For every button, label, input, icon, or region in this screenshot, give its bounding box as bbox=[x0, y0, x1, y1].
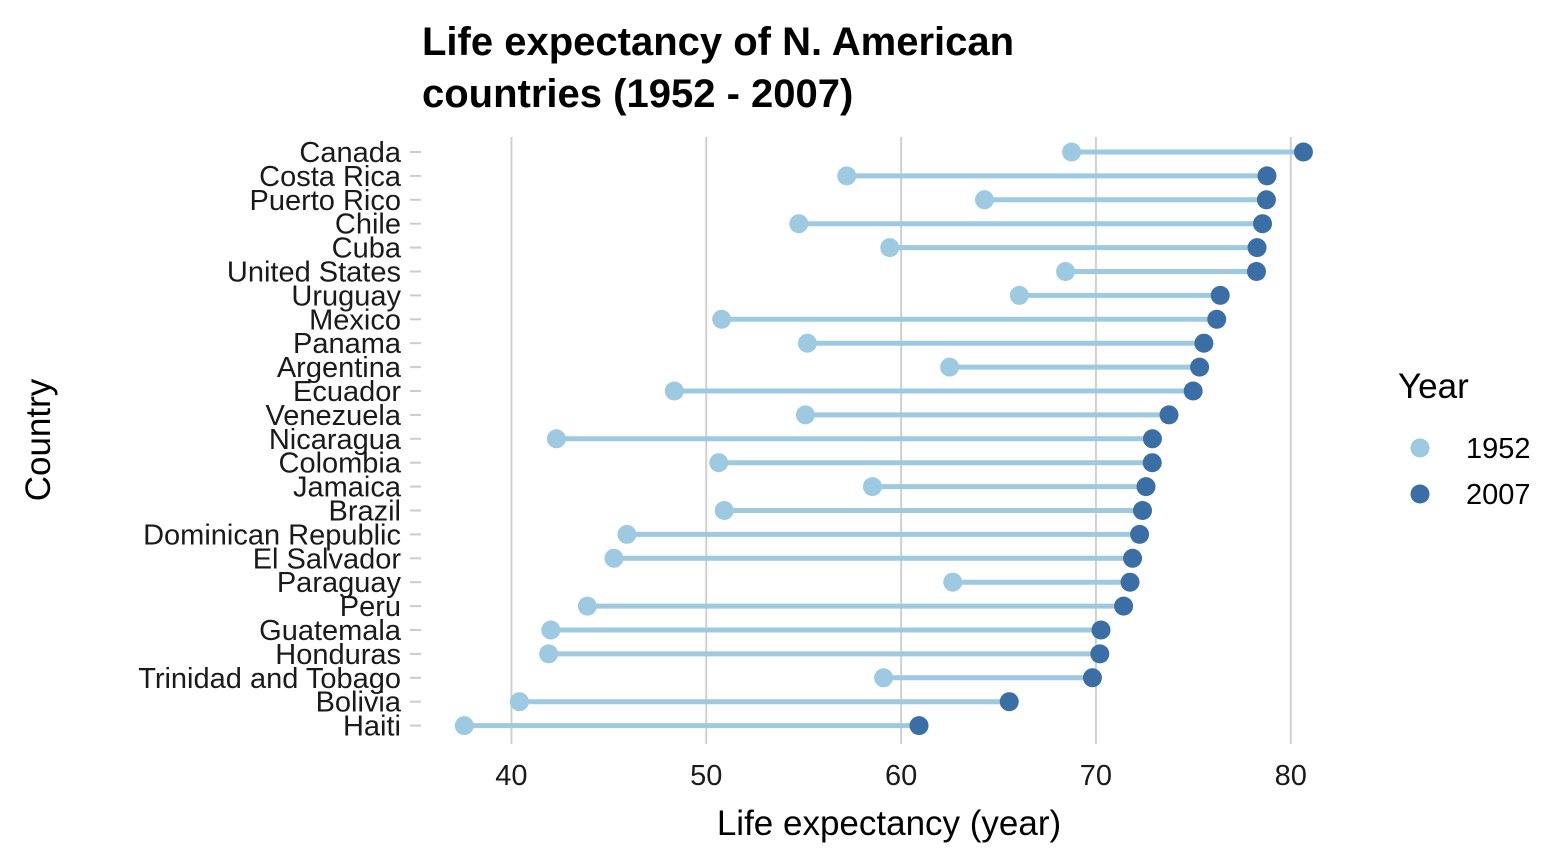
x-tick-label: 40 bbox=[495, 760, 527, 792]
y-tick-label: Mexico bbox=[309, 304, 401, 336]
y-tick-label: Bolivia bbox=[316, 687, 402, 719]
y-tick-label: United States bbox=[227, 257, 401, 289]
y-tick-label: Colombia bbox=[279, 448, 402, 480]
point-1952 bbox=[454, 716, 474, 736]
point-1952 bbox=[539, 644, 559, 664]
point-1952 bbox=[604, 548, 624, 568]
y-tick-label: Costa Rica bbox=[259, 161, 402, 193]
point-2007 bbox=[1210, 285, 1230, 305]
y-tick-label: Nicaragua bbox=[269, 424, 402, 456]
point-1952 bbox=[880, 238, 900, 258]
point-1952 bbox=[509, 692, 529, 712]
point-2007 bbox=[1183, 381, 1203, 401]
point-2007 bbox=[1120, 572, 1140, 592]
point-1952 bbox=[862, 477, 882, 497]
point-1952 bbox=[709, 453, 729, 473]
point-1952 bbox=[797, 333, 817, 353]
y-tick-label: Honduras bbox=[275, 639, 401, 671]
point-1952 bbox=[789, 214, 809, 234]
point-2007 bbox=[1247, 238, 1267, 258]
point-2007 bbox=[1130, 524, 1150, 544]
segments bbox=[464, 149, 1304, 729]
x-tick-label: 80 bbox=[1275, 760, 1307, 792]
y-tick-label: Ecuador bbox=[293, 376, 401, 408]
point-1952 bbox=[617, 524, 637, 544]
point-1952 bbox=[664, 381, 684, 401]
y-tick-label: Puerto Rico bbox=[249, 185, 401, 217]
y-tick-label: Peru bbox=[340, 591, 401, 623]
point-2007 bbox=[1293, 142, 1313, 162]
x-axis: 40 50 60 70 80 bbox=[495, 760, 1307, 792]
point-1952 bbox=[795, 405, 815, 425]
point-2007 bbox=[1133, 501, 1153, 520]
y-tick-label: Chile bbox=[335, 209, 401, 241]
y-tick-label: Brazil bbox=[328, 496, 401, 528]
x-tick-label: 60 bbox=[885, 760, 917, 792]
point-2007 bbox=[1159, 405, 1179, 425]
point-2007 bbox=[999, 692, 1019, 712]
point-1952 bbox=[1009, 285, 1029, 305]
point-2007 bbox=[1142, 429, 1162, 449]
points bbox=[454, 142, 1313, 736]
point-2007 bbox=[1190, 357, 1210, 377]
y-tick-label: Cuba bbox=[332, 233, 402, 265]
point-1952 bbox=[712, 309, 732, 329]
y-tick-label: Haiti bbox=[343, 711, 401, 743]
point-1952 bbox=[546, 429, 566, 449]
legend-title: Year bbox=[1398, 367, 1469, 406]
point-2007 bbox=[1082, 668, 1102, 688]
y-axis-label: Country bbox=[19, 378, 58, 501]
y-tick-label: El Salvador bbox=[253, 543, 402, 575]
chart-title-line-1: Life expectancy of N. American bbox=[422, 20, 1014, 64]
legend-key-2007 bbox=[1410, 484, 1430, 504]
x-tick-label: 70 bbox=[1080, 760, 1112, 792]
point-2007 bbox=[1142, 453, 1162, 473]
y-tick-label: Jamaica bbox=[293, 472, 402, 504]
point-2007 bbox=[1091, 620, 1111, 640]
point-2007 bbox=[1246, 262, 1266, 281]
point-2007 bbox=[1207, 309, 1227, 329]
point-1952 bbox=[1062, 142, 1082, 162]
point-2007 bbox=[1256, 190, 1276, 210]
point-2007 bbox=[1123, 548, 1143, 568]
y-tick-label: Argentina bbox=[277, 352, 402, 384]
y-tick-label: Guatemala bbox=[259, 615, 402, 647]
point-1952 bbox=[943, 572, 963, 592]
point-1952 bbox=[1056, 262, 1076, 281]
point-2007 bbox=[1114, 596, 1134, 616]
point-1952 bbox=[714, 501, 734, 520]
point-2007 bbox=[1136, 477, 1156, 497]
x-tick-label: 50 bbox=[690, 760, 722, 792]
y-tick-label: Panama bbox=[293, 328, 402, 360]
y-tick-label: Dominican Republic bbox=[143, 519, 401, 551]
y-tick-label: Trinidad and Tobago bbox=[138, 663, 401, 695]
legend-key-1952 bbox=[1410, 438, 1430, 458]
point-1952 bbox=[874, 668, 894, 688]
y-tick-label: Canada bbox=[299, 137, 401, 169]
point-1952 bbox=[541, 620, 561, 640]
point-2007 bbox=[1194, 333, 1214, 353]
chart-title-line-2: countries (1952 - 2007) bbox=[422, 72, 853, 116]
point-2007 bbox=[1253, 214, 1273, 234]
point-1952 bbox=[974, 190, 994, 210]
y-tick-label: Venezuela bbox=[266, 400, 402, 432]
y-tick-label: Uruguay bbox=[291, 280, 401, 312]
legend-label: 1952 bbox=[1466, 433, 1531, 465]
point-2007 bbox=[1090, 644, 1110, 664]
point-2007 bbox=[909, 716, 929, 736]
point-1952 bbox=[837, 166, 857, 186]
x-axis-label: Life expectancy (year) bbox=[717, 804, 1061, 843]
y-tick-label: Paraguay bbox=[277, 567, 402, 599]
point-1952 bbox=[577, 596, 597, 616]
point-2007 bbox=[1257, 166, 1277, 186]
legend: Year 1952 2007 bbox=[1398, 367, 1531, 511]
point-1952 bbox=[940, 357, 960, 377]
legend-label: 2007 bbox=[1466, 479, 1531, 511]
